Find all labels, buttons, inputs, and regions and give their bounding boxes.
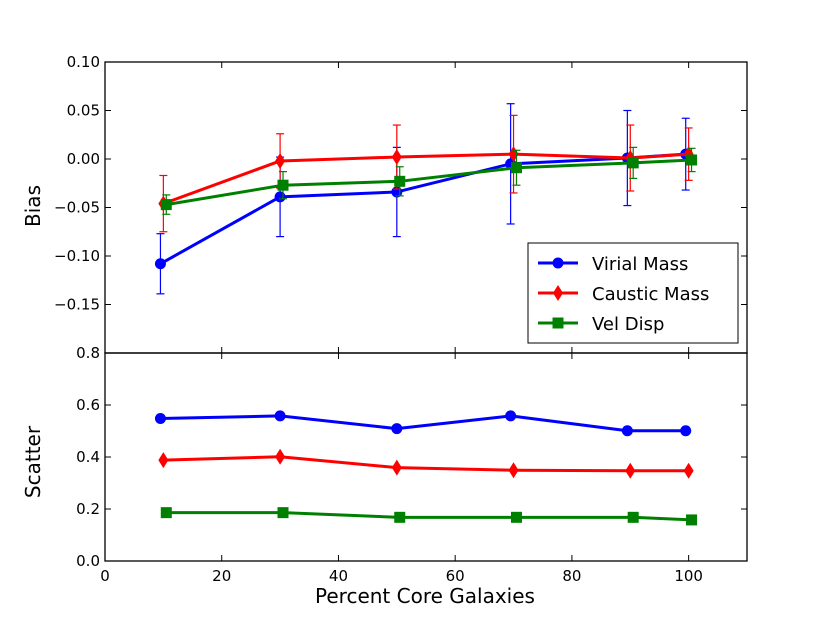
y-axis-title-bias: Bias [21,185,45,227]
virial-mass-point [680,425,692,437]
plot-frame [104,352,748,562]
legend-marker-vel-disp [552,317,564,329]
y-tick-label: 0.8 [76,344,100,362]
caustic-mass-line [162,152,689,206]
vel-disp-line [166,511,692,522]
caustic-mass-point [391,459,402,476]
legend-label-vel-disp: Vel Disp [592,314,664,335]
caustic-mass-line [163,455,689,473]
vel-disp-point [686,514,698,526]
caustic-mass-point [275,448,286,465]
y-tick-label: −0.10 [54,247,100,265]
y-tick-label: −0.05 [54,199,100,217]
x-tick-label: 80 [562,567,581,585]
legend-marker-caustic-mass [553,285,563,301]
legend: Virial Mass Caustic Mass Vel Disp [527,242,739,344]
caustic-mass-point [625,462,636,479]
vel-disp-point [510,511,522,523]
top-panel-bias: −0.15 −0.10 −0.05 0.00 0.05 0.10 [54,53,748,354]
y-tick-label: 0.4 [76,448,100,466]
y-tick-label: 0.05 [67,102,100,120]
vel-disp-point [277,179,289,191]
legend-label-virial-mass: Virial Mass [592,254,688,275]
y-tick-label: 0.0 [76,552,100,570]
virial-mass-point [391,423,403,435]
y-axis-title-scatter: Scatter [21,425,45,498]
vel-disp-point [394,511,406,523]
virial-mass-line [160,414,686,433]
caustic-mass-point [275,152,286,169]
vel-disp-point [510,162,522,174]
virial-mass-point [154,258,166,270]
y-tick-label: 0.2 [76,500,100,518]
virial-mass-point [505,410,517,422]
virial-mass-point [274,191,286,203]
x-tick-label: 0 [100,567,110,585]
y-tick-label: 0.10 [67,53,100,71]
vel-disp-line [166,158,692,207]
vel-disp-point [160,199,172,211]
vel-disp-point [160,507,172,519]
bottom-panel-scatter: 0.0 0.2 0.4 0.6 0.8 0 20 40 60 80 100 [76,344,748,585]
y-tick-label: 0.00 [67,150,100,168]
vel-disp-point [277,507,289,519]
x-axis-title: Percent Core Galaxies [315,584,535,608]
vel-disp-point [394,175,406,187]
virial-mass-point [154,413,166,425]
vel-disp-point [627,511,639,523]
vel-disp-point [686,154,698,166]
x-tick-label: 40 [329,567,348,585]
caustic-mass-point [158,452,169,469]
caustic-mass-point [391,149,402,166]
x-tick-label: 100 [674,567,703,585]
legend-label-caustic-mass: Caustic Mass [592,284,709,305]
virial-mass-point [274,410,286,422]
caustic-mass-point [683,462,694,479]
y-tick-label: −0.15 [54,296,100,314]
caustic-mass-point [508,462,519,479]
x-tick-label: 20 [212,567,231,585]
vel-disp-point [627,157,639,169]
y-tick-label: 0.6 [76,396,100,414]
virial-mass-point [621,425,633,437]
x-tick-label: 60 [446,567,465,585]
legend-marker-virial-mass [552,257,564,269]
